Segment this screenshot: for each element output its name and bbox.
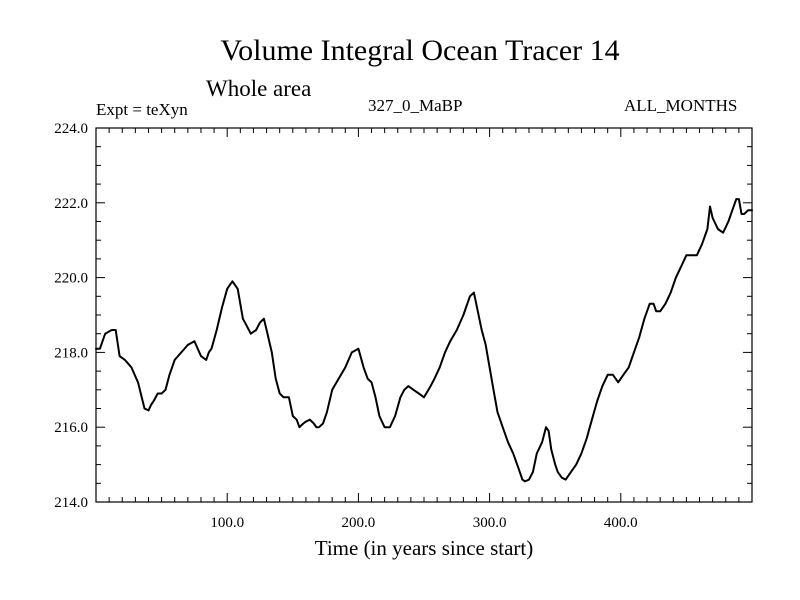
series-line-0 — [95, 198, 753, 483]
run-label: 327_0_MaBP — [368, 96, 463, 115]
chart-title: Volume Integral Ocean Tracer 14 — [220, 34, 620, 67]
chart-subtitle: Whole area — [206, 76, 312, 101]
x-tick-label: 400.0 — [604, 515, 638, 531]
x-tick-label: 100.0 — [210, 515, 244, 531]
y-tick-label: 220.0 — [54, 271, 88, 287]
axis-ticks: 100.0 200.0 300.0 400.0 214.0 216.0 218.0 220.0… — [54, 121, 752, 531]
months-label: ALL_MONTHS — [624, 96, 738, 115]
y-tick-label: 224.0 — [54, 121, 88, 137]
y-tick-label: 218.0 — [54, 345, 88, 361]
y-tick-label: 214.0 — [54, 495, 88, 511]
plot-frame — [95, 127, 753, 503]
x-axis-label: Time (in years since start) — [314, 536, 534, 560]
y-tick-label: 216.0 — [54, 420, 88, 436]
experiment-label: Expt = teXyn — [96, 100, 188, 119]
y-tick-label: 222.0 — [54, 196, 88, 212]
x-tick-label: 200.0 — [342, 515, 376, 531]
x-tick-label: 300.0 — [473, 515, 507, 531]
series-layer — [95, 198, 753, 483]
